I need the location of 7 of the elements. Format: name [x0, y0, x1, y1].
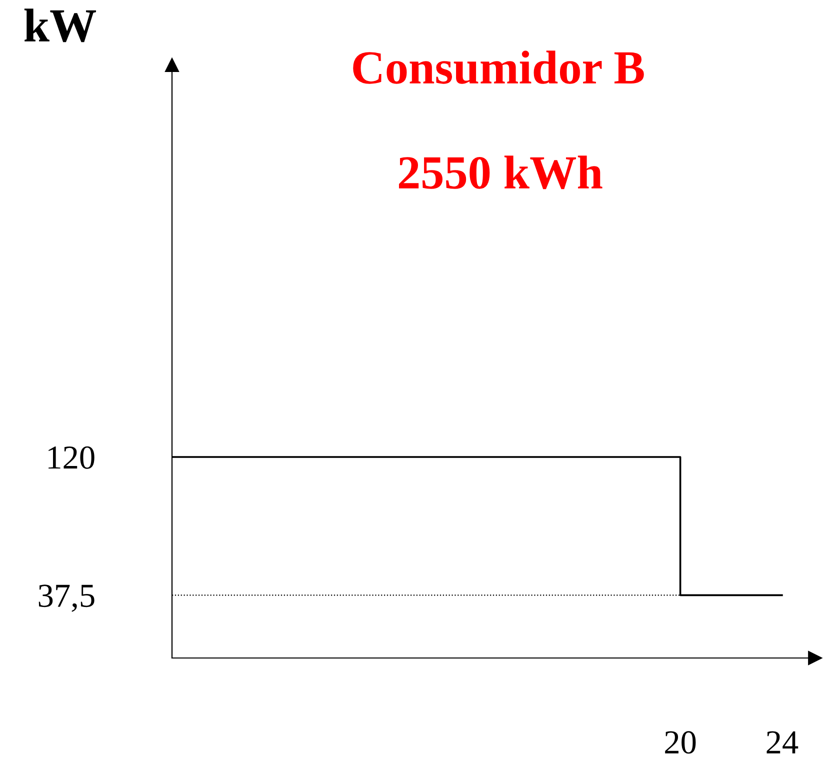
chart-title: Consumidor B	[353, 50, 644, 84]
x-tick-label: 20	[665, 731, 696, 754]
x-tick-label: 24	[766, 731, 798, 754]
text: 2550 kWh	[398, 156, 602, 190]
y-axis-title: kW	[24, 8, 96, 42]
y-tick-label: 37,5	[38, 584, 94, 612]
y-tick-label: 120	[48, 446, 94, 469]
